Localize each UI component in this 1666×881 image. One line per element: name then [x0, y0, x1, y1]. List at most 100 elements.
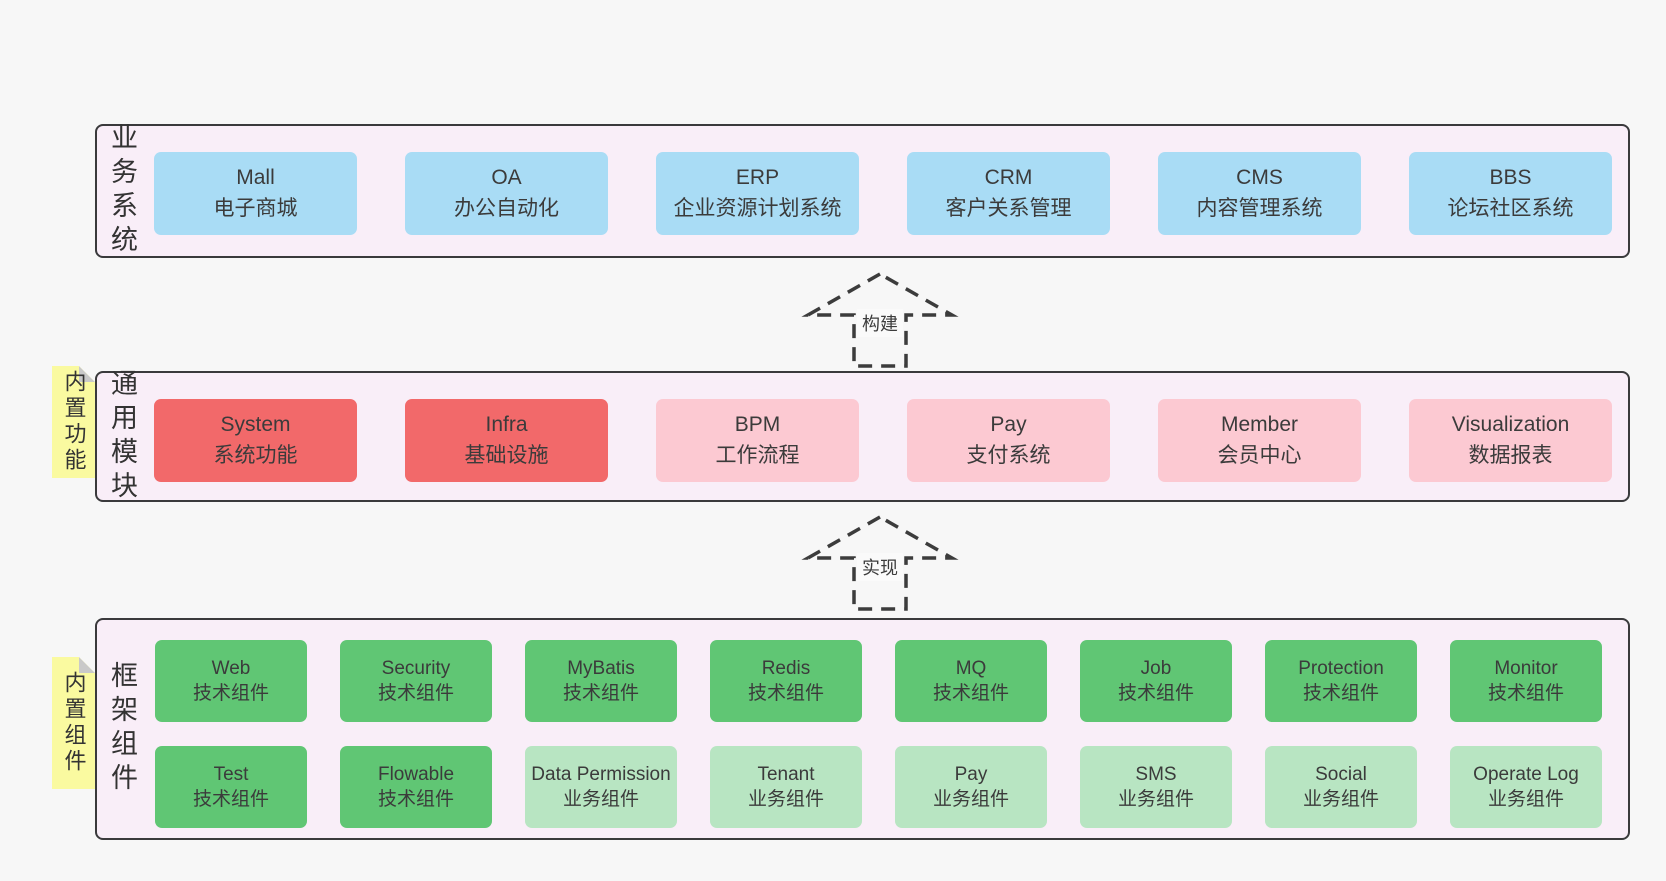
components-row-2: Test 技术组件 Flowable 技术组件 Data Permission … [155, 746, 1602, 828]
business-side-label: 业务系统 [107, 123, 137, 259]
box-pay-biz-zh: 业务组件 [932, 789, 1009, 810]
box-security-zh: 技术组件 [377, 683, 454, 704]
box-protection-zh: 技术组件 [1302, 683, 1379, 704]
box-oa-en: OA [491, 166, 522, 190]
box-mall-en: Mall [236, 166, 275, 190]
box-crm: CRM 客户关系管理 [907, 152, 1110, 235]
builtin-features-sticky: 内置功能 [52, 366, 95, 478]
box-mq-zh: 技术组件 [932, 683, 1009, 704]
builtin-components-label: 内置组件 [61, 671, 87, 775]
box-crm-en: CRM [984, 166, 1033, 190]
box-test: Test 技术组件 [155, 746, 307, 828]
box-sms: SMS 业务组件 [1080, 746, 1232, 828]
box-redis: Redis 技术组件 [710, 640, 862, 722]
box-test-en: Test [213, 763, 249, 785]
box-protection-en: Protection [1298, 657, 1384, 679]
implement-arrow-label: 实现 [857, 553, 903, 581]
box-flowable-zh: 技术组件 [377, 789, 454, 810]
box-bpm: BPM 工作流程 [656, 399, 859, 482]
business-boxes-row: Mall 电子商城 OA 办公自动化 ERP 企业资源计划系统 CRM 客户关系… [154, 152, 1612, 235]
box-monitor-zh: 技术组件 [1487, 683, 1564, 704]
box-bbs-zh: 论坛社区系统 [1447, 196, 1574, 220]
components-row-1: Web 技术组件 Security 技术组件 MyBatis 技术组件 Redi… [155, 640, 1602, 722]
box-bbs: BBS 论坛社区系统 [1409, 152, 1612, 235]
box-data-permission: Data Permission 业务组件 [525, 746, 677, 828]
box-member-zh: 会员中心 [1217, 443, 1302, 467]
box-web: Web 技术组件 [155, 640, 307, 722]
box-protection: Protection 技术组件 [1265, 640, 1417, 722]
box-flowable-en: Flowable [377, 763, 455, 785]
box-bbs-en: BBS [1489, 166, 1532, 190]
box-operate-log: Operate Log 业务组件 [1450, 746, 1602, 828]
box-system-en: System [220, 413, 291, 437]
box-pay-en: Pay [990, 413, 1027, 437]
box-sms-en: SMS [1135, 763, 1177, 785]
box-social-en: Social [1315, 763, 1367, 785]
box-tenant-zh: 业务组件 [747, 789, 824, 810]
box-security-en: Security [381, 657, 451, 679]
box-security: Security 技术组件 [340, 640, 492, 722]
box-operate-log-en: Operate Log [1473, 763, 1579, 785]
box-sms-zh: 业务组件 [1117, 789, 1194, 810]
box-data-permission-zh: 业务组件 [562, 789, 639, 810]
box-pay-biz-en: Pay [954, 763, 988, 785]
box-data-permission-en: Data Permission [531, 763, 671, 785]
box-tenant-en: Tenant [757, 763, 815, 785]
modules-boxes-row: System 系统功能 Infra 基础设施 BPM 工作流程 Pay 支付系统… [154, 399, 1612, 482]
box-bpm-en: BPM [734, 413, 781, 437]
box-redis-zh: 技术组件 [747, 683, 824, 704]
box-web-en: Web [211, 657, 251, 679]
business-systems-panel: 业务系统 Mall 电子商城 OA 办公自动化 ERP 企业资源计划系统 CRM… [95, 123, 1630, 259]
box-cms-zh: 内容管理系统 [1196, 196, 1323, 220]
box-tenant: Tenant 业务组件 [710, 746, 862, 828]
box-erp-zh: 企业资源计划系统 [673, 196, 842, 220]
common-modules-panel: 通用模块 System 系统功能 Infra 基础设施 BPM 工作流程 Pay… [95, 368, 1630, 505]
box-visualization: Visualization 数据报表 [1409, 399, 1612, 482]
box-system: System 系统功能 [154, 399, 357, 482]
builtin-components-sticky: 内置组件 [52, 657, 95, 789]
box-redis-en: Redis [761, 657, 811, 679]
box-oa: OA 办公自动化 [405, 152, 608, 235]
box-mall: Mall 电子商城 [154, 152, 357, 235]
box-visualization-en: Visualization [1451, 413, 1570, 437]
box-social-zh: 业务组件 [1302, 789, 1379, 810]
box-erp: ERP 企业资源计划系统 [656, 152, 859, 235]
box-job-zh: 技术组件 [1117, 683, 1194, 704]
framework-components-panel: 框架组件 Web 技术组件 Security 技术组件 MyBatis 技术组件… [95, 618, 1630, 840]
box-infra-en: Infra [485, 413, 528, 437]
box-visualization-zh: 数据报表 [1468, 443, 1553, 467]
box-pay: Pay 支付系统 [907, 399, 1110, 482]
box-mybatis-en: MyBatis [567, 657, 635, 679]
box-mybatis-zh: 技术组件 [562, 683, 639, 704]
build-arrow-label: 构建 [857, 309, 903, 337]
box-pay-biz: Pay 业务组件 [895, 746, 1047, 828]
box-flowable: Flowable 技术组件 [340, 746, 492, 828]
builtin-features-label: 内置功能 [61, 370, 87, 474]
box-member: Member 会员中心 [1158, 399, 1361, 482]
box-monitor-en: Monitor [1494, 657, 1558, 679]
box-oa-zh: 办公自动化 [454, 196, 559, 220]
box-crm-zh: 客户关系管理 [945, 196, 1072, 220]
box-web-zh: 技术组件 [192, 683, 269, 704]
box-job-en: Job [1140, 657, 1172, 679]
box-mall-zh: 电子商城 [213, 196, 298, 220]
box-cms: CMS 内容管理系统 [1158, 152, 1361, 235]
box-cms-en: CMS [1236, 166, 1283, 190]
box-pay-zh: 支付系统 [966, 443, 1051, 467]
modules-side-label: 通用模块 [107, 368, 137, 505]
box-bpm-zh: 工作流程 [715, 443, 800, 467]
box-system-zh: 系统功能 [213, 443, 298, 467]
box-erp-en: ERP [735, 166, 780, 190]
components-side-label: 框架组件 [107, 661, 137, 797]
box-job: Job 技术组件 [1080, 640, 1232, 722]
box-monitor: Monitor 技术组件 [1450, 640, 1602, 722]
box-member-en: Member [1220, 413, 1299, 437]
box-operate-log-zh: 业务组件 [1487, 789, 1564, 810]
box-test-zh: 技术组件 [192, 789, 269, 810]
box-mq: MQ 技术组件 [895, 640, 1047, 722]
box-infra-zh: 基础设施 [464, 443, 549, 467]
box-mq-en: MQ [955, 657, 987, 679]
box-mybatis: MyBatis 技术组件 [525, 640, 677, 722]
box-infra: Infra 基础设施 [405, 399, 608, 482]
